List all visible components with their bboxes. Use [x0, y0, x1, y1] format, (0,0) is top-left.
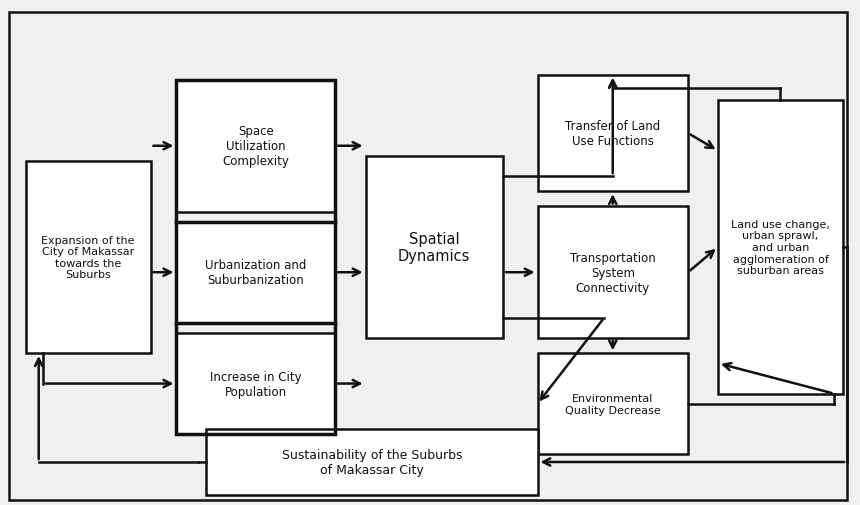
- Bar: [538, 207, 688, 338]
- Bar: [176, 222, 335, 323]
- Text: Land use change,
urban sprawl,
and urban
agglomeration of
suburban areas: Land use change, urban sprawl, and urban…: [731, 219, 830, 276]
- Text: Spatial
Dynamics: Spatial Dynamics: [398, 231, 470, 264]
- Bar: [538, 354, 688, 454]
- Bar: [176, 81, 335, 434]
- Text: Expansion of the
City of Makassar
towards the
Suburbs: Expansion of the City of Makassar toward…: [41, 235, 135, 280]
- Text: Urbanization and
Suburbanization: Urbanization and Suburbanization: [206, 259, 306, 287]
- Bar: [26, 162, 150, 354]
- Text: Environmental
Quality Decrease: Environmental Quality Decrease: [565, 393, 660, 415]
- Bar: [176, 81, 335, 212]
- Bar: [176, 333, 335, 434]
- Text: Transportation
System
Connectivity: Transportation System Connectivity: [570, 251, 655, 294]
- Text: Increase in City
Population: Increase in City Population: [210, 370, 302, 398]
- Bar: [718, 101, 843, 394]
- Text: Space
Utilization
Complexity: Space Utilization Complexity: [223, 125, 289, 168]
- Bar: [366, 157, 503, 338]
- Bar: [538, 76, 688, 192]
- Text: Sustainability of the Suburbs
of Makassar City: Sustainability of the Suburbs of Makassa…: [282, 448, 462, 476]
- Text: Transfer of Land
Use Functions: Transfer of Land Use Functions: [565, 120, 660, 148]
- Bar: [206, 429, 538, 495]
